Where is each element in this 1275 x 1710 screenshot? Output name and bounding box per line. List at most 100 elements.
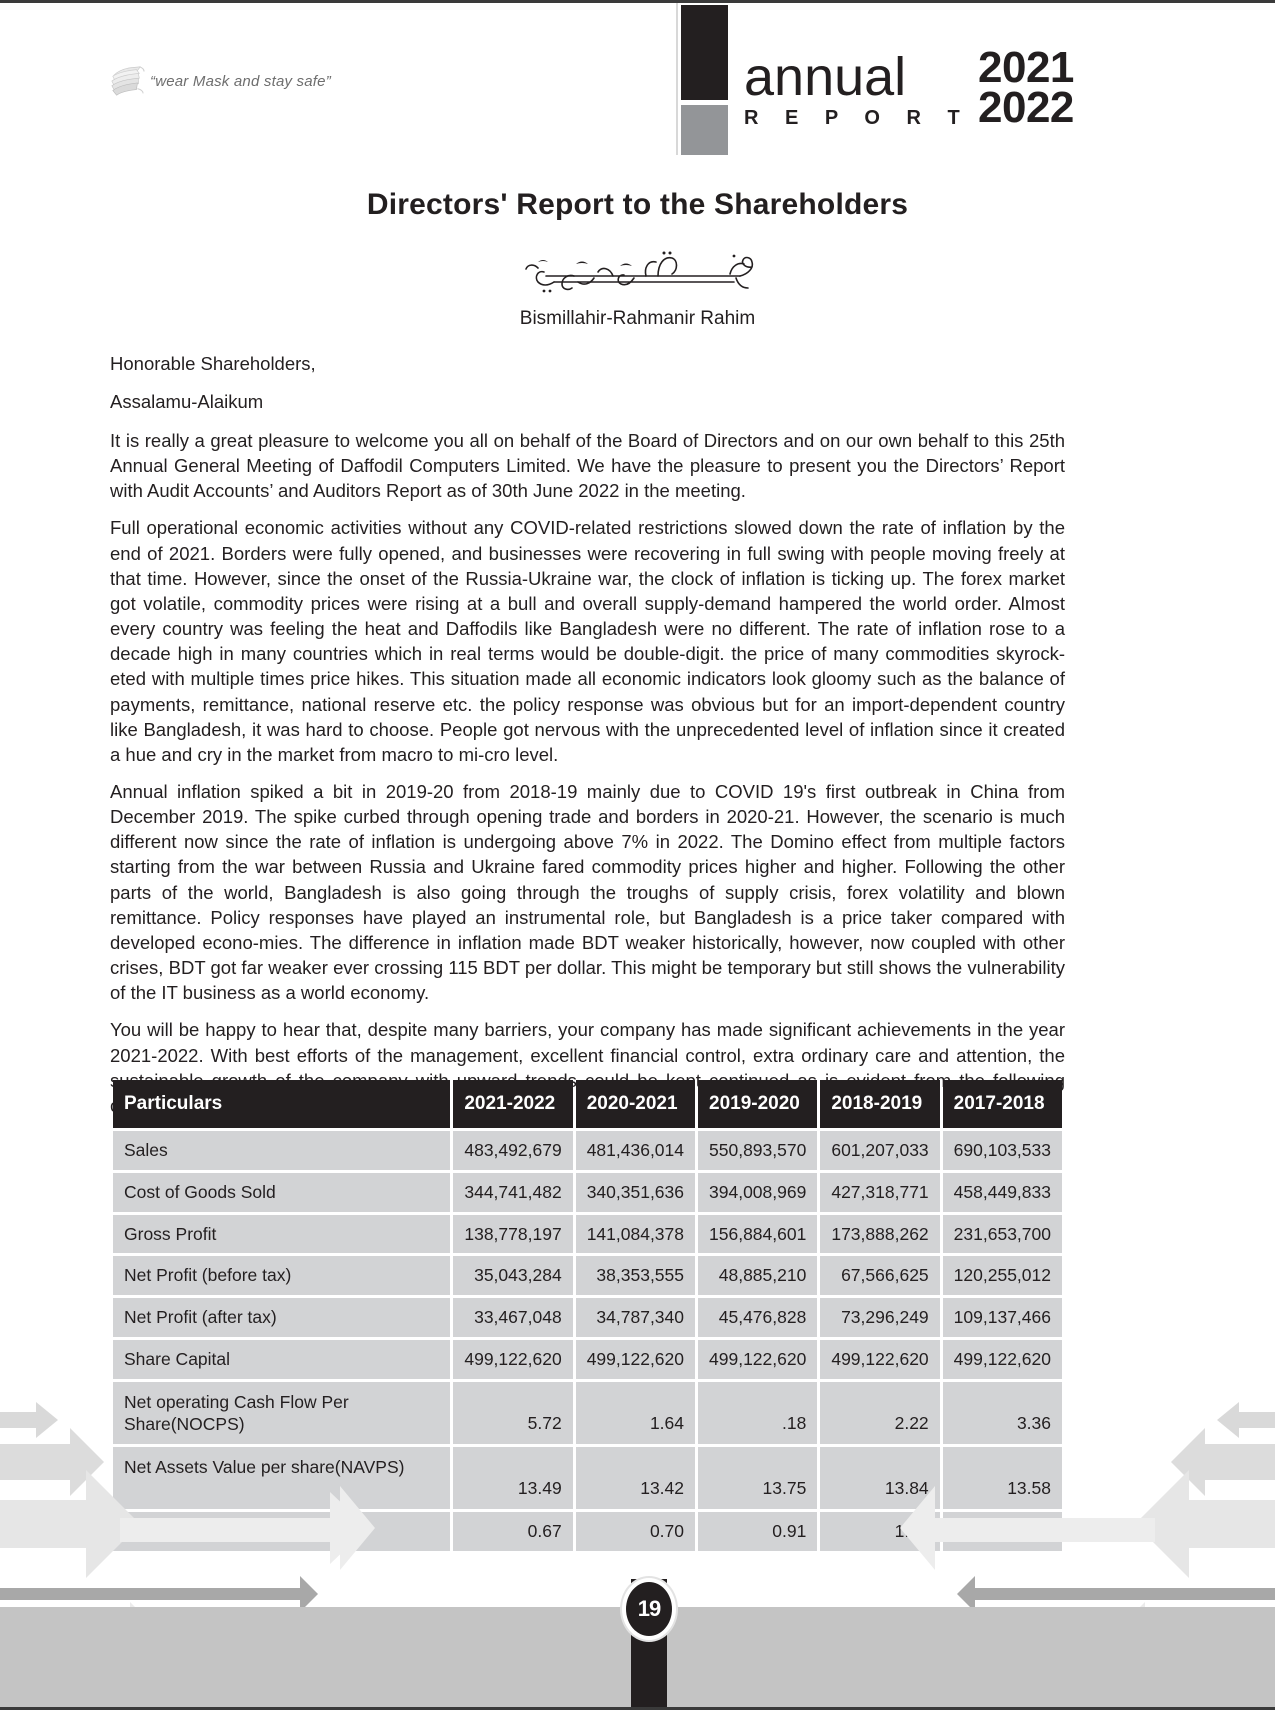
page-number-stem [631,1579,667,1707]
logo-bar-gray [681,105,728,155]
row-value: 13.75 [698,1447,818,1509]
page-border-top [0,0,1275,3]
body-paragraph: Annual inflation spiked a bit in 2019-20… [110,780,1065,1004]
table-row: Gross Profit 138,778,197 141,084,378 156… [113,1214,1062,1254]
row-value: 481,436,014 [575,1131,696,1170]
footer-gray-band [0,1607,1275,1707]
page-title: Directors' Report to the Shareholders [366,188,909,221]
table-header-particulars: Particulars [113,1080,451,1128]
row-value: 48,885,210 [698,1256,818,1295]
row-value: 3.36 [942,1381,1062,1444]
table-row: Net Profit (before tax) 35,043,284 38,35… [113,1256,1062,1295]
salutation-line-2: Assalamu-Alaikum [110,390,264,412]
row-value: 499,122,620 [575,1339,696,1379]
body-paragraph: You will be happy to hear that, despite … [110,1019,1065,1115]
row-value: 33,467,048 [453,1298,573,1337]
page-number-badge: 19 [622,1578,676,1640]
row-value: 141,084,378 [575,1214,696,1254]
row-value: 499,122,620 [698,1339,818,1379]
row-label: EPS [113,1512,451,1551]
row-value: 13.49 [453,1447,573,1509]
row-value: 0.70 [575,1512,696,1551]
comparative-operational-positions-table: Particulars 2021-2022 2020-2021 2019-202… [110,1077,1065,1554]
row-value: 499,122,620 [453,1339,573,1379]
row-value: 13.58 [942,1447,1062,1509]
row-value: 2.22 [820,1381,940,1444]
row-value: 340,351,636 [575,1172,696,1212]
annual-report-logo: annual R E P O R T 2021 2022 [676,3,1275,155]
logo-wordmark: annual R E P O R T [744,47,974,130]
table-header-2017-2018: 2017-2018 [942,1080,1062,1128]
wear-mask-notice: “wear Mask and stay safe” [108,63,331,99]
row-value: 458,449,833 [942,1172,1062,1212]
salutation-line-1: Honorable Shareholders, [110,353,316,374]
row-value: 34,787,340 [575,1298,696,1337]
row-value: 156,884,601 [698,1214,818,1254]
row-value: 483,492,679 [453,1131,573,1170]
table-header-2019-2020: 2019-2020 [698,1080,818,1128]
table-header-2020-2021: 2020-2021 [575,1080,696,1128]
table-header-2021-2022: 2021-2022 [453,1080,573,1128]
table-row: Net operating Cash Flow Per Share(NOCPS)… [113,1381,1062,1444]
row-value: 120,255,012 [942,1256,1062,1295]
body-paragraph: It is really a great pleasure to welcome… [110,429,1065,502]
mask-caption-text: “wear Mask and stay safe” [150,72,331,90]
row-label: Net Assets Value per share(NAVPS) [113,1447,451,1509]
logo-year-from: 2021 [978,43,1074,92]
report-body: Honorable Shareholders, Assalamu-Alaikum… [110,352,1065,1118]
page-border-bottom [0,1707,1275,1710]
row-value: 13.84 [820,1447,940,1509]
row-value: 2.18 [942,1512,1062,1551]
table-row: Share Capital 499,122,620 499,122,620 49… [113,1339,1062,1379]
row-value: 138,778,197 [453,1214,573,1254]
row-value: 1.47 [820,1512,940,1551]
row-value: 35,043,284 [453,1256,573,1295]
row-label: Cost of Goods Sold [113,1172,451,1212]
table-header-2018-2019: 2018-2019 [820,1080,940,1128]
row-value: 0.67 [453,1512,573,1551]
row-label: Net operating Cash Flow Per Share(NOCPS) [113,1381,451,1444]
logo-year-range: 2021 2022 [978,43,1074,132]
logo-report-text: R E P O R T [744,107,971,129]
row-value: 38,353,555 [575,1256,696,1295]
row-value: 45,476,828 [698,1298,818,1337]
bismillah-transliteration: Bismillahir-Rahmanir Rahim [519,308,756,329]
row-value: 13.42 [575,1447,696,1509]
row-value: 73,296,249 [820,1298,940,1337]
table-body: Sales 483,492,679 481,436,014 550,893,57… [113,1131,1062,1551]
row-label: Gross Profit [113,1214,451,1254]
row-value: 601,207,033 [820,1131,940,1170]
row-value: 499,122,620 [942,1339,1062,1379]
row-value: 499,122,620 [820,1339,940,1379]
row-value: 109,137,466 [942,1298,1062,1337]
bismillah-calligraphy-icon [0,244,1275,301]
row-value: 427,318,771 [820,1172,940,1212]
row-value: 0.91 [698,1512,818,1551]
page-header: “wear Mask and stay safe” annual R E P O… [0,3,1275,155]
logo-annual-text: annual [744,47,907,107]
row-label: Net Profit (before tax) [113,1256,451,1295]
row-value: 231,653,700 [942,1214,1062,1254]
logo-bar-black [681,5,728,100]
row-value: 67,566,625 [820,1256,940,1295]
row-label: Sales [113,1131,451,1170]
body-paragraph: Full operational economic activities wit… [110,517,1065,765]
table-row: EPS 0.67 0.70 0.91 1.47 2.18 [113,1512,1062,1551]
row-value: 690,103,533 [942,1131,1062,1170]
row-label: Net Profit (after tax) [113,1298,451,1337]
table-row: Net Profit (after tax) 33,467,048 34,787… [113,1298,1062,1337]
row-label: Share Capital [113,1339,451,1379]
row-value: 5.72 [453,1381,573,1444]
table-row: Cost of Goods Sold 344,741,482 340,351,6… [113,1172,1062,1212]
table-header-row: Particulars 2021-2022 2020-2021 2019-202… [113,1080,1062,1128]
row-value: .18 [698,1381,818,1444]
row-value: 173,888,262 [820,1214,940,1254]
row-value: 550,893,570 [698,1131,818,1170]
table-row: Net Assets Value per share(NAVPS) 13.49 … [113,1447,1062,1509]
table-row: Sales 483,492,679 481,436,014 550,893,57… [113,1131,1062,1170]
logo-year-to: 2022 [978,83,1074,132]
face-mask-icon [108,63,146,99]
row-value: 344,741,482 [453,1172,573,1212]
row-value: 394,008,969 [698,1172,818,1212]
